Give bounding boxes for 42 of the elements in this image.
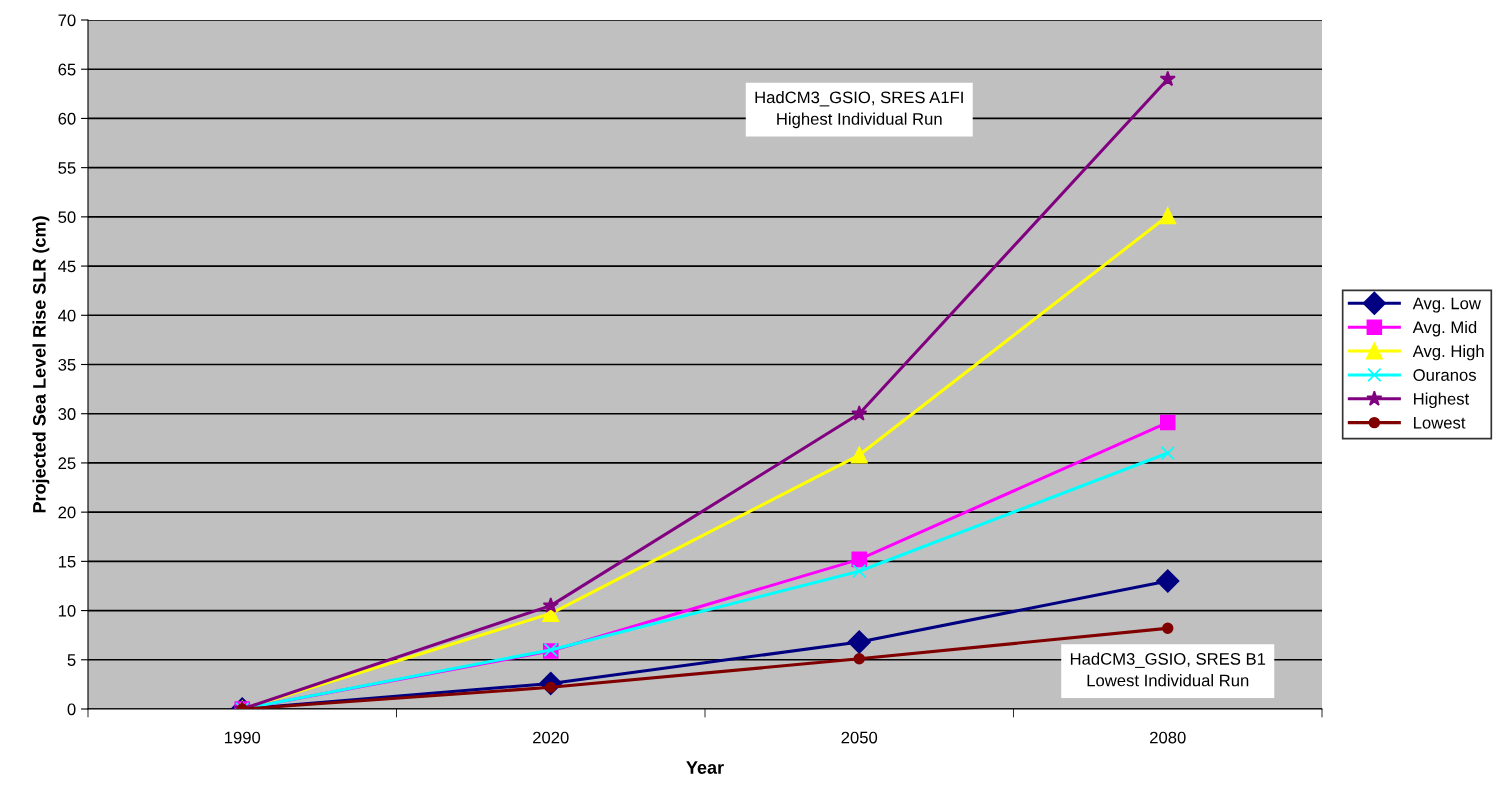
point [851,405,868,421]
legend-label: Highest [1414,392,1470,409]
point [1159,207,1177,225]
x-tick-label: 2020 [533,731,569,744]
x-tick-label: 2050 [841,731,878,744]
point [852,564,867,579]
legend-label: Lowest [1414,417,1466,429]
y-tick-label: 60 [58,112,76,125]
annotation: HadCM3_GSIO, SRES B1 Lowest Individual Run [1070,652,1266,687]
x-tick-label: 1990 [224,731,261,744]
y-tick-label: 30 [58,408,76,420]
y-tick-label: 25 [58,457,76,470]
y-tick-label: 35 [58,358,76,371]
legend-label: Avg. Mid [1412,320,1477,337]
point [1159,70,1176,87]
annotation: HadCM3_GSIO, SRES A1FI Highest Individual Run [755,91,963,129]
point [853,653,865,665]
y-tick-label: 40 [58,309,76,322]
point [542,597,559,613]
y-tick-label: 50 [58,211,76,224]
legend-label: Avg. Low [1412,297,1481,313]
point [1156,569,1180,593]
y-tick-label: 45 [58,260,76,273]
point [1159,414,1176,431]
y-tick-label: 55 [58,162,76,174]
point [1162,622,1174,634]
point [850,446,868,464]
legend-label: Ouranos [1413,369,1476,381]
x-tick-label: 2080 [1150,731,1186,744]
y-tick-label: 70 [58,14,76,27]
point [847,630,871,654]
x-axis-title: Year [686,761,724,774]
y-tick-label: 65 [58,63,76,76]
point [851,551,868,568]
y-tick-label: 20 [58,506,76,519]
y-tick-label: 15 [58,555,76,568]
y-tick-label: 0 [67,703,76,716]
y-tick-label: 10 [58,604,76,617]
point [1160,446,1175,461]
y-tick-label: 5 [67,654,76,666]
legend-label: Avg. High [1412,344,1484,361]
y-axis-title: Projected Sea Level Rise SLR (cm) [32,216,50,513]
